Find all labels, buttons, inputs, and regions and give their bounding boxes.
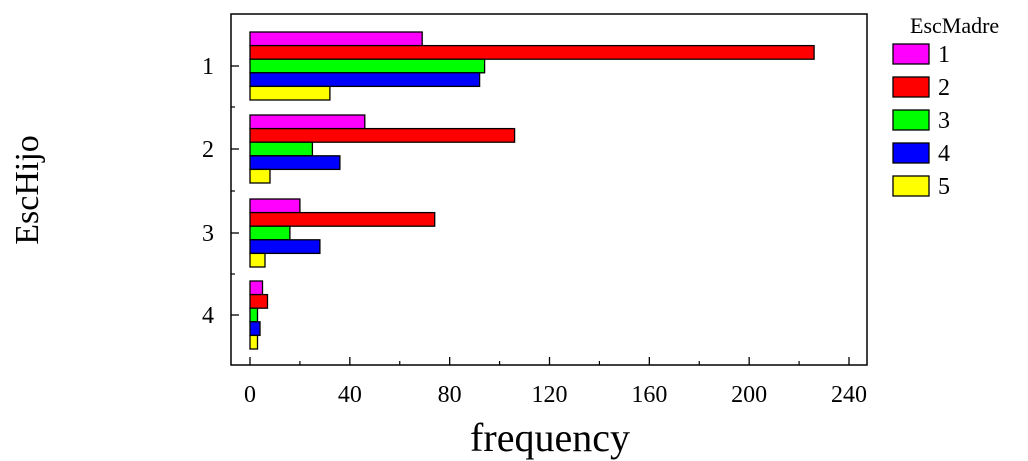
y-axis-label: EscHijo xyxy=(9,135,46,245)
legend: EscMadre 1 2 3 4 5 xyxy=(892,13,999,200)
bar-cat3-series3 xyxy=(249,225,291,241)
bar-cat4-series1 xyxy=(249,280,264,296)
bar-cat2-series4 xyxy=(249,155,341,171)
x-tick-label: 80 xyxy=(438,382,462,408)
bar-cat1-series5 xyxy=(249,85,331,101)
legend-swatch-2 xyxy=(892,76,930,98)
x-tick-label: 200 xyxy=(731,382,767,408)
x-tick-label: 240 xyxy=(831,382,867,408)
x-tick-label: 120 xyxy=(532,382,568,408)
legend-swatch-1 xyxy=(892,43,930,65)
bar-cat1-series4 xyxy=(249,72,481,88)
legend-swatch-5 xyxy=(892,175,930,197)
bar-cat2-series2 xyxy=(249,127,516,143)
x-tick-label: 40 xyxy=(338,382,362,408)
legend-swatch-3 xyxy=(892,109,930,131)
bar-cat1-series2 xyxy=(249,44,815,60)
x-ticks-group: 0 40 80 120 160 200 240 xyxy=(244,357,867,408)
bar-cat2-series1 xyxy=(249,114,366,130)
bar-cat2-series3 xyxy=(249,141,314,157)
legend-swatch-4 xyxy=(892,142,930,164)
bar-cat4-series2 xyxy=(249,293,269,309)
y-tick-label: 2 xyxy=(202,137,214,163)
x-tick-label: 0 xyxy=(244,382,256,408)
y-ticks-group: 1 2 3 4 xyxy=(202,54,239,329)
y-tick-label: 1 xyxy=(202,54,214,80)
legend-label-2: 2 xyxy=(938,75,950,101)
y-tick-label: 4 xyxy=(202,303,214,329)
bar-cat3-series2 xyxy=(249,211,436,227)
x-tick-label: 160 xyxy=(631,382,667,408)
bar-cat1-series3 xyxy=(249,58,486,74)
bar-cat4-series3 xyxy=(249,307,259,323)
bar-cat3-series1 xyxy=(249,198,301,214)
legend-label-4: 4 xyxy=(938,141,950,167)
legend-label-3: 3 xyxy=(938,108,950,134)
x-axis-label: frequency xyxy=(470,415,630,460)
bar-cat3-series5 xyxy=(249,252,266,268)
bar-cat3-series4 xyxy=(249,239,321,255)
bar-cat4-series5 xyxy=(249,334,259,350)
legend-label-1: 1 xyxy=(938,42,950,68)
bar-cat4-series4 xyxy=(249,321,261,337)
y-tick-label: 3 xyxy=(202,221,214,247)
bars-group xyxy=(249,31,815,350)
legend-label-5: 5 xyxy=(938,174,950,200)
bar-cat1-series1 xyxy=(249,31,423,47)
legend-title: EscMadre xyxy=(910,13,999,38)
bar-cat2-series5 xyxy=(249,168,271,184)
